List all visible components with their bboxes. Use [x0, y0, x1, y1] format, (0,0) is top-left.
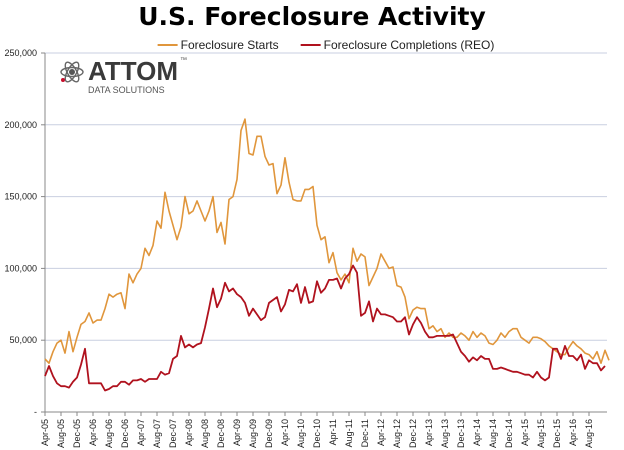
x-tick-label: Apr-16 — [568, 419, 578, 446]
chart-title: U.S. Foreclosure Activity — [138, 2, 486, 31]
logo-wordmark: ATTOM — [88, 56, 178, 86]
x-tick-label: Apr-08 — [184, 419, 194, 446]
atom-icon — [60, 61, 84, 83]
x-tick-label: Dec-10 — [312, 419, 322, 448]
x-tick-label: Apr-12 — [376, 419, 386, 446]
y-tick-label: 100,000 — [4, 263, 37, 273]
x-tick-label: Apr-09 — [232, 419, 242, 446]
x-tick-label: Aug-06 — [104, 419, 114, 448]
attom-logo: ATTOM ™ DATA SOLUTIONS — [60, 56, 187, 95]
x-tick-label: Apr-05 — [40, 419, 50, 446]
series-lines — [44, 118, 610, 392]
x-tick-label: Apr-11 — [328, 419, 338, 445]
x-tick-label: Dec-11 — [360, 419, 370, 447]
x-tick-label: Apr-14 — [472, 419, 482, 446]
x-tick-label: Aug-05 — [56, 419, 66, 448]
x-tick-label: Dec-09 — [264, 419, 274, 448]
legend: Foreclosure Starts Foreclosure Completio… — [157, 38, 495, 52]
gridlines — [45, 52, 607, 341]
x-tick-label: Aug-13 — [440, 419, 450, 448]
legend-label-starts: Foreclosure Starts — [181, 38, 279, 52]
x-tick-label: Aug-14 — [488, 419, 498, 448]
y-tick-label: 200,000 — [4, 120, 37, 130]
x-tick-label: Apr-13 — [424, 419, 434, 446]
x-tick-label: Dec-08 — [216, 419, 226, 448]
x-tick-label: Dec-15 — [552, 419, 562, 448]
y-tick-label: 50,000 — [9, 335, 37, 345]
y-axis-ticks: - 50,000 100,000 150,000 200,000 250,000 — [4, 48, 45, 417]
x-tick-label: Aug-16 — [584, 419, 594, 448]
x-tick-label: Aug-10 — [296, 419, 306, 448]
x-axis-ticks: Apr-05 Aug-05 Dec-05 Apr-06 Aug-06 Dec-06 Apr-… — [40, 412, 594, 448]
series-line-reo — [44, 264, 606, 392]
y-tick-label: 250,000 — [4, 48, 37, 58]
x-tick-label: Dec-12 — [408, 419, 418, 448]
y-tick-label: 150,000 — [4, 192, 37, 202]
x-tick-label: Apr-10 — [280, 419, 290, 446]
logo-trademark: ™ — [180, 57, 187, 64]
x-tick-label: Aug-08 — [200, 419, 210, 448]
x-tick-label: Dec-05 — [72, 419, 82, 448]
x-tick-label: Aug-12 — [392, 419, 402, 448]
x-tick-label: Dec-06 — [120, 419, 130, 448]
series-line-starts — [44, 118, 610, 365]
x-tick-label: Aug-07 — [152, 419, 162, 448]
x-tick-label: Apr-15 — [520, 419, 530, 446]
x-tick-label: Apr-06 — [88, 419, 98, 446]
x-tick-label: Aug-09 — [248, 419, 258, 448]
x-tick-label: Dec-07 — [168, 419, 178, 448]
axes — [44, 53, 607, 413]
logo-subtitle: DATA SOLUTIONS — [88, 85, 165, 95]
x-tick-label: Dec-13 — [456, 419, 466, 448]
x-tick-label: Dec-14 — [504, 419, 514, 448]
x-tick-label: Aug-11 — [344, 419, 354, 447]
legend-label-reo: Foreclosure Completions (REO) — [324, 38, 495, 52]
x-tick-label: Apr-07 — [136, 419, 146, 446]
y-tick-label: - — [34, 407, 37, 417]
x-tick-label: Aug-15 — [536, 419, 546, 448]
